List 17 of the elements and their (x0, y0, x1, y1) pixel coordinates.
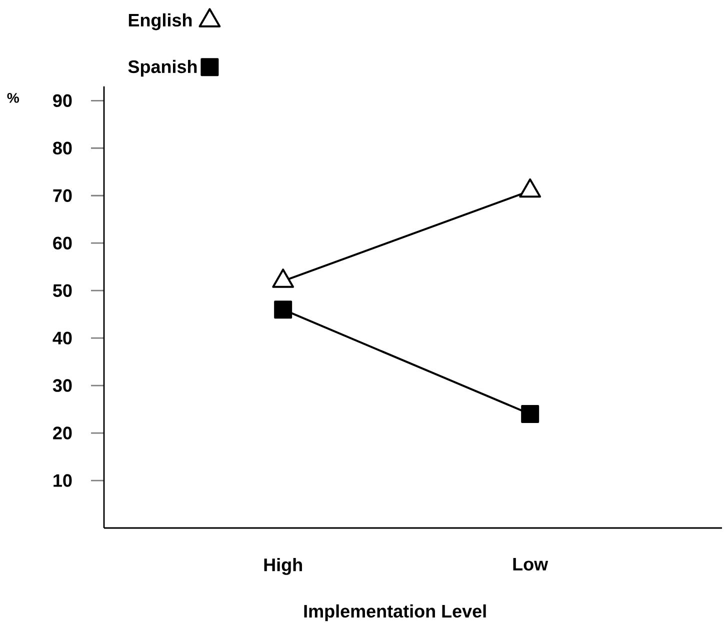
y-tick-label: 50 (53, 284, 72, 297)
legend-label: English (128, 13, 192, 30)
y-tick-label: 70 (53, 189, 72, 202)
y-tick-label: 90 (53, 94, 72, 108)
x-tick-label: Low (513, 558, 548, 571)
y-tick-label: 20 (53, 426, 72, 440)
y-tick-label: 10 (54, 474, 72, 487)
legend-label: Spanish (128, 60, 197, 77)
y-tick-label: 80 (53, 142, 72, 154)
x-axis-title: Implementation Level (304, 604, 486, 622)
point (274, 300, 292, 319)
y-tick-label: 40 (52, 332, 72, 344)
y-tick-label: 60 (53, 236, 72, 250)
y-tick-label: 30 (52, 379, 72, 392)
point (521, 405, 540, 424)
x-tick-label: High (264, 558, 302, 575)
y-axis-title: % (7, 92, 20, 103)
